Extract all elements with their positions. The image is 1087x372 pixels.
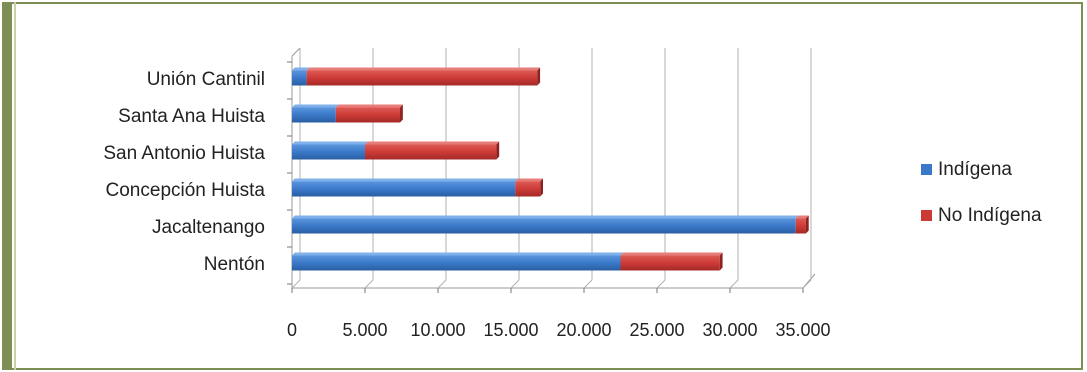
- bar-end-cap-1: [805, 215, 809, 234]
- category-label: Concepción Huista: [106, 180, 266, 201]
- x-tick-label: 30.000: [702, 320, 757, 340]
- bar-indigena-3: [292, 144, 365, 160]
- bar-no-indigena-2: [515, 181, 541, 197]
- category-label: Unión Cantinil: [147, 69, 265, 90]
- x-tick-label: 25.000: [629, 320, 684, 340]
- bar-no-indigena-1-top: [795, 215, 809, 219]
- bar-no-indigena-4: [335, 107, 401, 123]
- bar-indigena-4: [292, 107, 336, 123]
- bar-no-indigena-1: [795, 218, 806, 234]
- legend-swatch: [921, 164, 932, 175]
- gridline-floor: [729, 279, 739, 289]
- bar-no-indigena-3-top: [365, 141, 500, 145]
- x-tick-label: 5.000: [342, 320, 387, 340]
- legend: Indígena No Indígena: [921, 159, 1042, 226]
- bar-no-indigena-0-top: [620, 252, 723, 256]
- category-label: San Antonio Huista: [103, 143, 265, 164]
- bar-end-cap-4: [400, 104, 403, 123]
- legend-label: Indígena: [938, 159, 1012, 180]
- bar-indigena-5: [292, 70, 307, 86]
- x-tick-label: 20.000: [556, 320, 611, 340]
- legend-swatch: [921, 210, 932, 221]
- bar-end-cap-0: [719, 252, 723, 271]
- bar-indigena-3-top: [292, 141, 368, 145]
- x-tick-label: 15.000: [483, 320, 538, 340]
- category-labels: Nentón Jacaltenango Concepción Huista San A…: [103, 69, 265, 275]
- category-label: Jacaltenango: [152, 217, 265, 238]
- bar-indigena-5-top: [292, 67, 310, 71]
- bar-indigena-2: [292, 181, 516, 197]
- category-label: Santa Ana Huista: [118, 106, 265, 127]
- x-tick-labels: 0 5.000 10.000 15.000 20.000 25.000 30.000 35.0…: [287, 320, 831, 340]
- bar-indigena-0-top: [292, 252, 624, 256]
- bars: [292, 67, 809, 271]
- gridline-floor: [656, 279, 666, 289]
- bar-no-indigena-3: [365, 144, 497, 160]
- bar-indigena-2-top: [292, 178, 519, 182]
- bar-no-indigena-5: [306, 70, 538, 86]
- bar-indigena-0: [292, 255, 621, 271]
- bar-no-indigena-0: [620, 255, 720, 271]
- bar-indigena-1-top: [292, 215, 799, 219]
- gridline-floor: [802, 279, 812, 289]
- gridline-floor: [510, 279, 520, 289]
- x-tick-label: 10.000: [410, 320, 465, 340]
- wall-edge: [291, 47, 301, 57]
- x-tick-label: 0: [287, 320, 297, 340]
- category-label: Nentón: [204, 254, 265, 275]
- x-tick-label: 35.000: [775, 320, 830, 340]
- gridline-floor: [583, 279, 593, 289]
- bar-end-cap-2: [540, 178, 543, 197]
- bar-no-indigena-4-top: [335, 104, 403, 108]
- bar-no-indigena-2-top: [515, 178, 543, 182]
- gridline-floor: [364, 279, 374, 289]
- plot-area: [287, 47, 816, 293]
- gridline-floor: [291, 279, 301, 289]
- legend-label: No Indígena: [938, 205, 1042, 226]
- bar-end-cap-3: [496, 141, 500, 160]
- gridline-floor: [437, 279, 447, 289]
- bar-indigena-1: [292, 218, 796, 234]
- frame-accent-line: [14, 2, 16, 370]
- bar-indigena-4-top: [292, 104, 339, 108]
- bar-no-indigena-5-top: [306, 67, 541, 71]
- bar-end-cap-5: [537, 67, 541, 86]
